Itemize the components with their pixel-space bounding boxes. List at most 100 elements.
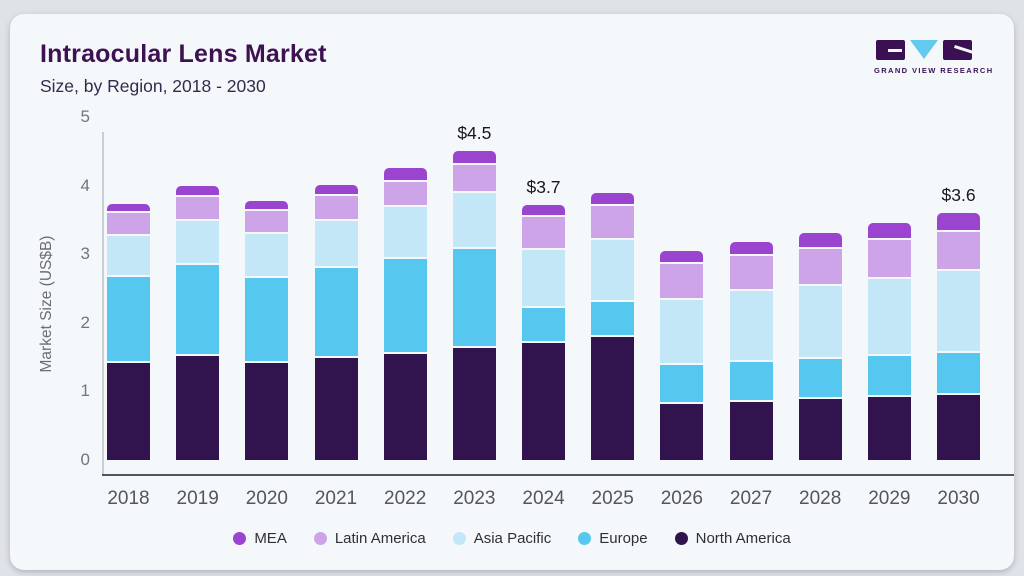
bar-segment-north-america xyxy=(522,342,566,460)
bar-segment-mea xyxy=(176,185,220,197)
bar-segment-asia-pacific xyxy=(314,221,358,268)
bar-segment-europe xyxy=(522,308,566,343)
x-axis-tick-label: 2018 xyxy=(107,488,150,509)
legend-item-latin-america: Latin America xyxy=(313,530,426,547)
bar-segment-asia-pacific xyxy=(660,300,704,366)
bar-segment-mea xyxy=(245,200,289,211)
legend-item-label: Asia Pacific xyxy=(473,530,552,547)
bar-segment-north-america xyxy=(452,348,496,460)
bar-segment-north-america xyxy=(591,337,635,460)
page-subtitle: Size, by Region, 2018 - 2030 xyxy=(40,76,266,96)
bar-segment-north-america xyxy=(937,394,981,460)
legend-item-label: MEA xyxy=(254,530,287,547)
x-axis-tick-label: 2019 xyxy=(176,488,219,509)
chart-card: Intraocular Lens Market Size, by Region,… xyxy=(10,14,1014,570)
legend-item-asia-pacific: Asia Pacific xyxy=(452,530,552,547)
legend: MEA Latin America Asia Pacific Europe North … xyxy=(10,530,1014,547)
bar-segment-latin-america xyxy=(798,248,842,286)
bar-segment-mea xyxy=(522,205,566,218)
bar-segment-mea xyxy=(452,151,496,166)
bar-segment-latin-america xyxy=(176,196,220,222)
bar-segment-mea xyxy=(798,232,842,249)
bar-annotation: $3.6 xyxy=(941,185,976,206)
bar-segment-north-america xyxy=(660,403,704,460)
bar-segment-europe xyxy=(452,248,496,349)
legend-dot-icon xyxy=(313,532,327,545)
bar-segment-asia-pacific xyxy=(798,285,842,360)
bar-segment-mea xyxy=(591,193,635,207)
y-axis-line xyxy=(102,132,104,475)
x-axis-tick-label: 2021 xyxy=(314,488,358,509)
bar-segment-latin-america xyxy=(107,213,150,236)
bar-segment-mea xyxy=(383,168,427,183)
bar-segment-europe xyxy=(729,361,773,403)
x-axis-tick-label: 2020 xyxy=(245,488,288,509)
gvr-logo: GRAND VIEW RESEARCH xyxy=(874,39,994,75)
bar-segment-latin-america xyxy=(522,217,566,251)
bar-segment-asia-pacific xyxy=(383,206,427,259)
bar-segment-europe xyxy=(591,301,635,338)
logo-r-block-icon xyxy=(943,39,972,60)
bar-segment-latin-america xyxy=(660,264,704,301)
y-axis-tick-label: 3 xyxy=(80,244,90,264)
bar-segment-latin-america xyxy=(591,206,635,240)
x-axis-tick-label: 2026 xyxy=(660,488,703,509)
y-axis-tick-label: 4 xyxy=(80,175,90,195)
y-axis-title: Market Size (US$B) xyxy=(38,235,55,373)
bar-segment-mea xyxy=(937,213,981,233)
bar-segment-asia-pacific xyxy=(176,221,220,266)
bar-segment-north-america xyxy=(729,402,773,460)
bar-segment-latin-america xyxy=(937,232,981,272)
bar-segment-asia-pacific xyxy=(729,290,773,362)
bar-segment-latin-america xyxy=(314,195,358,222)
x-axis-tick-label: 2023 xyxy=(453,488,496,509)
bar-segment-latin-america xyxy=(867,240,911,279)
legend-item-europe: Europe xyxy=(578,530,648,547)
bar-segment-europe xyxy=(798,359,842,399)
legend-dot-icon xyxy=(578,532,592,545)
bar-segment-mea xyxy=(660,251,704,265)
bar-segment-north-america xyxy=(245,362,289,460)
x-axis-tick-label: 2027 xyxy=(729,488,773,509)
bar-segment-north-america xyxy=(383,353,427,460)
bar-segment-asia-pacific xyxy=(591,239,635,302)
legend-item-label: Latin America xyxy=(334,530,426,547)
x-axis-tick-label: 2022 xyxy=(384,488,427,509)
legend-dot-icon xyxy=(233,532,247,545)
bar-segment-europe xyxy=(245,277,289,363)
x-axis-tick-label: 2024 xyxy=(522,488,565,509)
logo-v-triangle-icon xyxy=(910,40,938,59)
x-axis-line xyxy=(102,474,1014,476)
bar-segment-asia-pacific xyxy=(245,233,289,278)
bar-segment-mea xyxy=(314,184,358,196)
bar-segment-asia-pacific xyxy=(452,193,496,249)
legend-item-label: Europe xyxy=(599,530,648,547)
bar-segment-europe xyxy=(314,267,358,358)
bar-segment-mea xyxy=(107,204,150,214)
bar-segment-latin-america xyxy=(452,165,496,194)
bar-segment-europe xyxy=(660,365,704,404)
y-axis-tick-label: 1 xyxy=(80,381,90,401)
y-axis-tick-label: 5 xyxy=(80,107,90,126)
x-axis-tick-label: 2029 xyxy=(868,488,911,509)
logo-text: GRAND VIEW RESEARCH xyxy=(874,66,994,75)
x-axis-tick-label: 2028 xyxy=(799,488,842,509)
x-axis-tick-label: 2025 xyxy=(591,488,634,509)
y-axis-tick-label: 2 xyxy=(80,312,90,332)
x-axis-tick-label: 2030 xyxy=(937,488,980,509)
bar-segment-europe xyxy=(107,276,150,363)
page-title: Intraocular Lens Market xyxy=(40,40,327,68)
bar-segment-asia-pacific xyxy=(107,235,150,277)
bar-segment-asia-pacific xyxy=(937,271,981,353)
bar-segment-europe xyxy=(383,259,427,354)
bar-segment-latin-america xyxy=(729,256,773,291)
bar-segment-north-america xyxy=(107,362,150,460)
bar-segment-north-america xyxy=(867,396,911,460)
bar-segment-north-america xyxy=(798,398,842,460)
bar-segment-europe xyxy=(937,352,981,395)
bar-segment-mea xyxy=(867,222,911,241)
legend-dot-icon xyxy=(674,532,688,545)
bar-segment-mea xyxy=(729,241,773,257)
bar-annotation: $4.5 xyxy=(457,123,492,144)
bar-segment-europe xyxy=(867,356,911,397)
